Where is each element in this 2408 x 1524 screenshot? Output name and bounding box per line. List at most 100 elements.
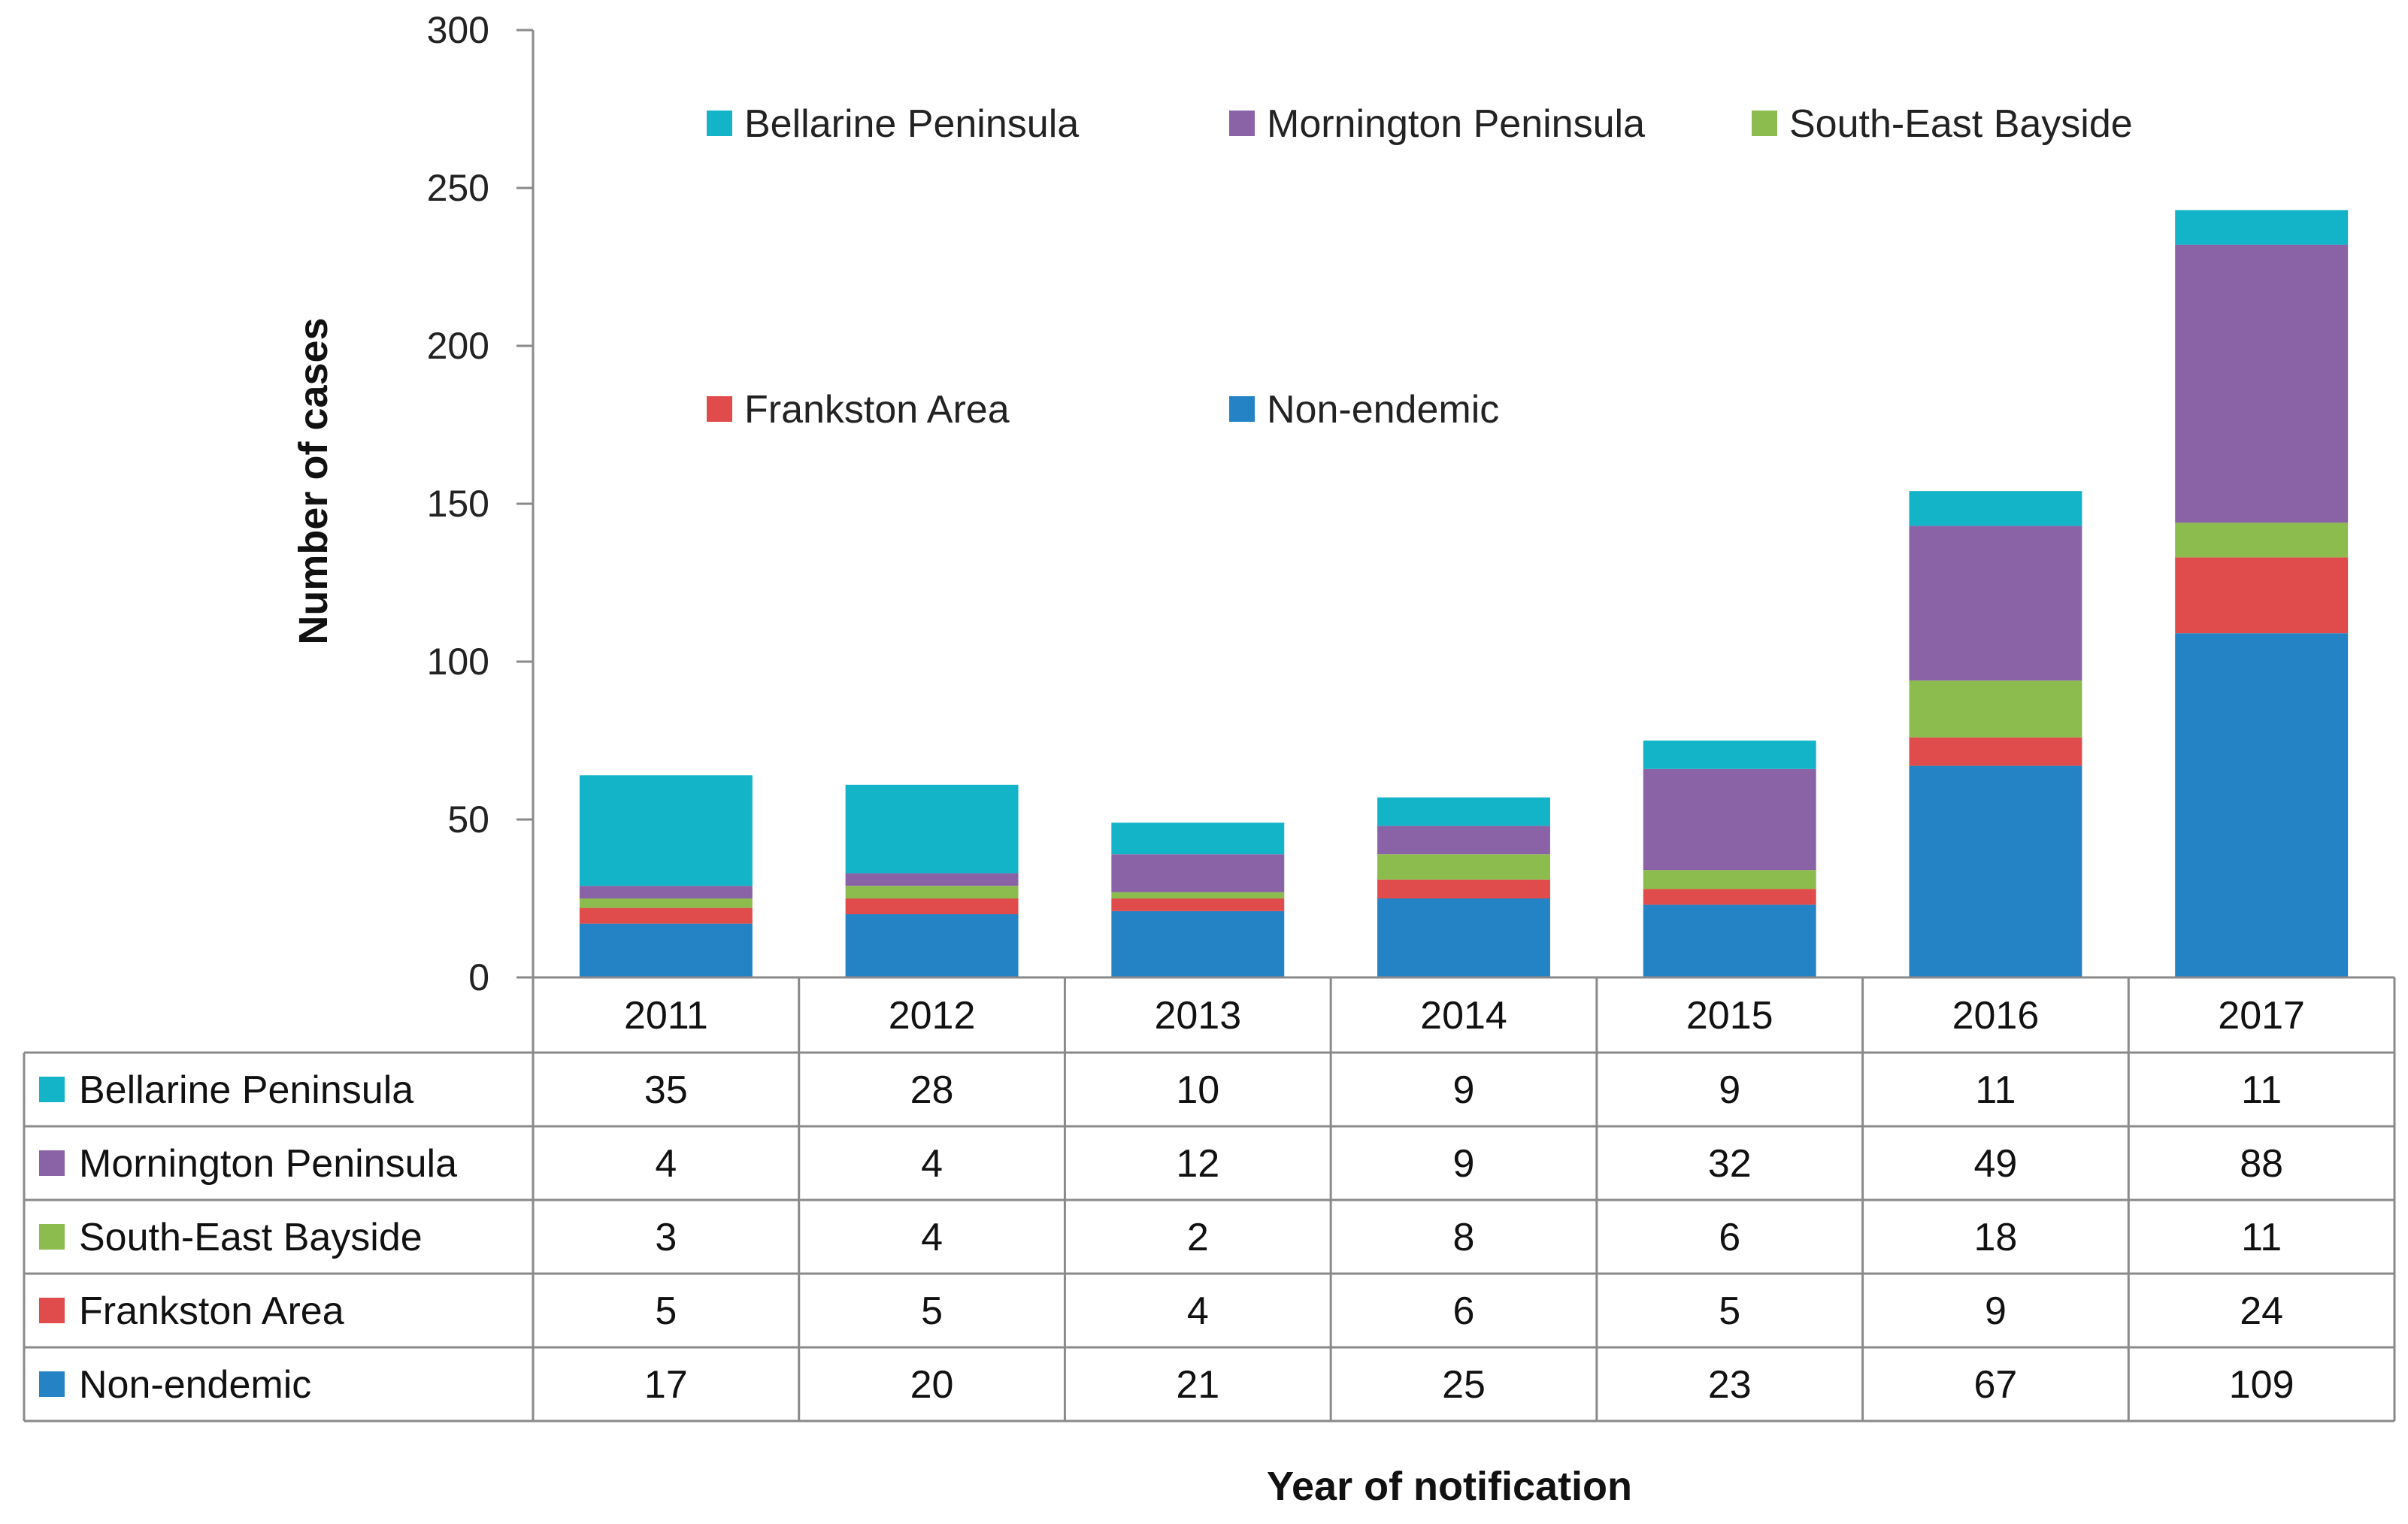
x-category-label: 2015 xyxy=(1686,994,1773,1038)
legend-label-bellarine-peninsula: Bellarine Peninsula xyxy=(744,102,1079,146)
legend-swatch-south-east-bayside xyxy=(1752,111,1777,136)
bar-segment-frankston-area-2011 xyxy=(579,907,753,924)
table-cell-value: 20 xyxy=(910,1363,954,1407)
table-cell-value: 28 xyxy=(910,1068,954,1112)
bar-segment-non-endemic-2011 xyxy=(579,923,753,977)
y-tick-label: 0 xyxy=(468,956,489,998)
table-cell-value: 6 xyxy=(1719,1216,1740,1259)
table-cell-value: 32 xyxy=(1708,1142,1752,1186)
bars xyxy=(579,210,2349,977)
table-cell-value: 49 xyxy=(1974,1142,2018,1186)
bar-segment-frankston-area-2014 xyxy=(1377,879,1550,898)
axes: 0 50 100 150 200 250 300 xyxy=(427,9,535,998)
table-cell-value: 11 xyxy=(2241,1068,2282,1112)
bar-segment-bellarine-peninsula-2016 xyxy=(1909,491,2082,526)
table-cell-value: 3 xyxy=(655,1216,677,1259)
bar-segment-bellarine-peninsula-2013 xyxy=(1111,823,1285,855)
table-row-label-non-endemic: Non-endemic xyxy=(79,1363,311,1407)
bar-segment-non-endemic-2014 xyxy=(1377,898,1550,977)
bar-segment-non-endemic-2012 xyxy=(845,914,1019,977)
bar-segment-bellarine-peninsula-2011 xyxy=(579,775,753,886)
bar-segment-south-east-bayside-2012 xyxy=(845,886,1019,898)
bar-segment-frankston-area-2013 xyxy=(1111,898,1285,911)
table-cell-value: 4 xyxy=(655,1142,677,1186)
legend-swatch-frankston-area xyxy=(707,396,732,422)
table-row-label-bellarine-peninsula: Bellarine Peninsula xyxy=(79,1068,413,1112)
table-cell-value: 21 xyxy=(1176,1363,1219,1407)
table-cell-value: 4 xyxy=(921,1216,943,1259)
table-cell-value: 25 xyxy=(1442,1363,1486,1407)
table-cell-value: 18 xyxy=(1974,1216,2018,1259)
x-category-label: 2016 xyxy=(1952,994,2040,1038)
legend-swatch-bellarine-peninsula xyxy=(707,111,732,136)
table-row-label-frankston-area: Frankston Area xyxy=(79,1289,344,1333)
table-cell-value: 88 xyxy=(2240,1142,2283,1186)
legend-swatch-non-endemic xyxy=(1229,396,1255,422)
table-cell-value: 12 xyxy=(1176,1142,1219,1186)
y-axis-title: Number of cases xyxy=(291,317,336,644)
table-cell-value: 9 xyxy=(1453,1142,1475,1186)
legend-swatch-mornington-peninsula xyxy=(1229,111,1255,136)
bar-segment-south-east-bayside-2017 xyxy=(2175,523,2349,558)
table-cell-value: 9 xyxy=(1453,1068,1475,1112)
legend-label-south-east-bayside: South-East Bayside xyxy=(1789,102,2133,146)
bar-segment-non-endemic-2013 xyxy=(1111,910,1285,977)
table-swatch-non-endemic xyxy=(39,1371,65,1397)
table-cell-value: 11 xyxy=(2241,1216,2282,1259)
bar-segment-mornington-peninsula-2012 xyxy=(845,873,1019,886)
table-cell-value: 5 xyxy=(1719,1289,1740,1333)
y-tick-label: 250 xyxy=(427,167,489,209)
bar-segment-south-east-bayside-2011 xyxy=(579,898,753,908)
legend-label-frankston-area: Frankston Area xyxy=(744,388,1010,432)
bar-segment-mornington-peninsula-2016 xyxy=(1909,526,2082,681)
y-tick-label: 100 xyxy=(427,641,489,683)
bar-segment-non-endemic-2016 xyxy=(1909,765,2082,977)
table-cell-value: 6 xyxy=(1453,1289,1475,1333)
bar-segment-mornington-peninsula-2011 xyxy=(579,886,753,898)
table-cell-value: 8 xyxy=(1453,1216,1475,1259)
table-cell-value: 23 xyxy=(1708,1363,1752,1407)
table-cell-value: 4 xyxy=(1187,1289,1209,1333)
table-cell-value: 4 xyxy=(921,1142,943,1186)
table-cell-value: 9 xyxy=(1985,1289,2007,1333)
table-row-label-south-east-bayside: South-East Bayside xyxy=(79,1216,423,1259)
bar-segment-bellarine-peninsula-2012 xyxy=(845,784,1019,874)
bar-segment-mornington-peninsula-2014 xyxy=(1377,826,1550,855)
table-cell-value: 67 xyxy=(1974,1363,2018,1407)
bar-segment-mornington-peninsula-2013 xyxy=(1111,854,1285,892)
bar-segment-frankston-area-2015 xyxy=(1643,889,1816,905)
y-tick-label: 50 xyxy=(447,798,489,841)
legend: Bellarine Peninsula Mornington Peninsula S… xyxy=(707,102,2133,432)
bar-segment-south-east-bayside-2016 xyxy=(1909,680,2082,738)
legend-label-non-endemic: Non-endemic xyxy=(1267,388,1499,432)
bar-segment-south-east-bayside-2013 xyxy=(1111,892,1285,898)
table-swatch-mornington-peninsula xyxy=(39,1150,65,1176)
bar-segment-bellarine-peninsula-2014 xyxy=(1377,797,1550,826)
bar-segment-non-endemic-2017 xyxy=(2175,633,2349,977)
bar-segment-south-east-bayside-2014 xyxy=(1377,854,1550,880)
bar-segment-frankston-area-2017 xyxy=(2175,557,2349,634)
bar-segment-non-endemic-2015 xyxy=(1643,904,1816,977)
table-cell-value: 2 xyxy=(1187,1216,1209,1259)
table-cell-value: 10 xyxy=(1176,1068,1219,1112)
table-cell-value: 5 xyxy=(921,1289,943,1333)
table-row-label-mornington-peninsula: Mornington Peninsula xyxy=(79,1142,457,1186)
x-category-label: 2014 xyxy=(1420,994,1507,1038)
table-cell-value: 17 xyxy=(644,1363,688,1407)
table-cell-value: 35 xyxy=(644,1068,688,1112)
x-category-label: 2012 xyxy=(889,994,976,1038)
x-category-label: 2013 xyxy=(1154,994,1241,1038)
legend-label-mornington-peninsula: Mornington Peninsula xyxy=(1267,102,1645,146)
bar-segment-mornington-peninsula-2017 xyxy=(2175,244,2349,523)
y-tick-label: 300 xyxy=(427,9,489,51)
y-tick-label: 200 xyxy=(427,325,489,367)
x-axis-title: Year of notification xyxy=(1267,1464,1632,1509)
table-swatch-bellarine-peninsula xyxy=(39,1077,65,1102)
x-category-label: 2011 xyxy=(624,994,708,1038)
table-swatch-frankston-area xyxy=(39,1298,65,1323)
table-cell-value: 109 xyxy=(2229,1363,2294,1407)
table-swatch-south-east-bayside xyxy=(39,1224,65,1250)
bar-segment-frankston-area-2016 xyxy=(1909,737,2082,766)
